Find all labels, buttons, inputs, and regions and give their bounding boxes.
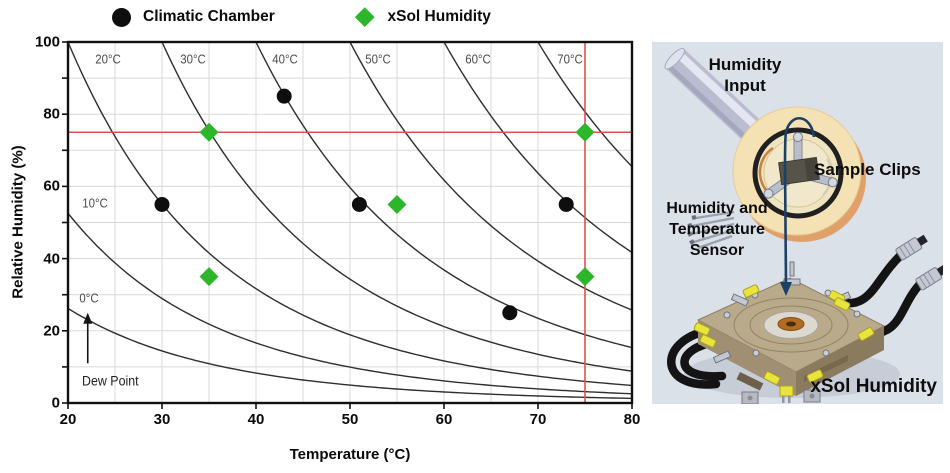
sample-chip xyxy=(778,156,820,186)
humidity-input-line2: Input xyxy=(724,76,766,95)
climatic-chamber-marker-icon xyxy=(112,7,131,27)
legend-label-climatic-chamber: Climatic Chamber xyxy=(143,8,275,25)
sensor-label-line2: Temperature xyxy=(669,221,765,238)
humidity-input-line1: Humidity xyxy=(708,55,782,74)
point-xsol-humidity xyxy=(387,194,407,214)
stage-fittings xyxy=(693,284,875,385)
dew-point-curve-40 xyxy=(255,41,633,349)
dew-point-arrow-icon xyxy=(83,312,93,324)
point-xsol-humidity xyxy=(575,122,595,142)
point-climatic-chamber xyxy=(154,196,170,212)
point-xsol-humidity xyxy=(575,267,595,287)
xsol-stage xyxy=(667,234,943,404)
humidity-temperature-sensor-label: Humidity and Temperature Sensor xyxy=(654,198,780,261)
point-climatic-chamber xyxy=(558,196,574,212)
sensor-to-stage-arrow-icon xyxy=(780,117,816,296)
device-panel: Humidity Input Sample Clips Humidity and… xyxy=(652,42,943,404)
dew-point-curve-30 xyxy=(161,41,633,372)
point-climatic-chamber xyxy=(276,88,292,104)
connector-pins-icon xyxy=(687,210,735,250)
humidity-input-label: Humidity Input xyxy=(680,54,810,96)
stage-legs xyxy=(741,385,821,404)
dew-point-curve-0 xyxy=(67,307,633,400)
point-xsol-humidity xyxy=(199,267,219,287)
legend-item-xsol-humidity: xSol Humidity xyxy=(355,7,491,27)
humidity-input-tube-icon xyxy=(664,47,764,144)
dew-point-curve-10 xyxy=(67,212,633,395)
sensor-label-line1: Humidity and xyxy=(666,200,768,217)
tube-connector-1 xyxy=(895,234,928,261)
device-name-label: xSol Humidity xyxy=(810,376,937,397)
point-climatic-chamber xyxy=(502,305,518,321)
xsol-device-illustration xyxy=(664,47,943,404)
sensor-label-line3: Sensor xyxy=(689,242,745,259)
legend-label-xsol-humidity: xSol Humidity xyxy=(387,8,491,25)
dew-point-curve-60 xyxy=(443,41,633,254)
point-climatic-chamber xyxy=(351,196,367,212)
sample-clips-label: Sample Clips xyxy=(814,160,921,179)
sensor-disc xyxy=(732,106,866,242)
tube-connector-2 xyxy=(915,264,943,291)
legend-item-climatic-chamber: Climatic Chamber xyxy=(112,7,275,27)
point-xsol-humidity xyxy=(199,122,219,142)
psychrometric-chart xyxy=(62,40,634,409)
xsol-humidity-marker-icon xyxy=(355,7,375,27)
